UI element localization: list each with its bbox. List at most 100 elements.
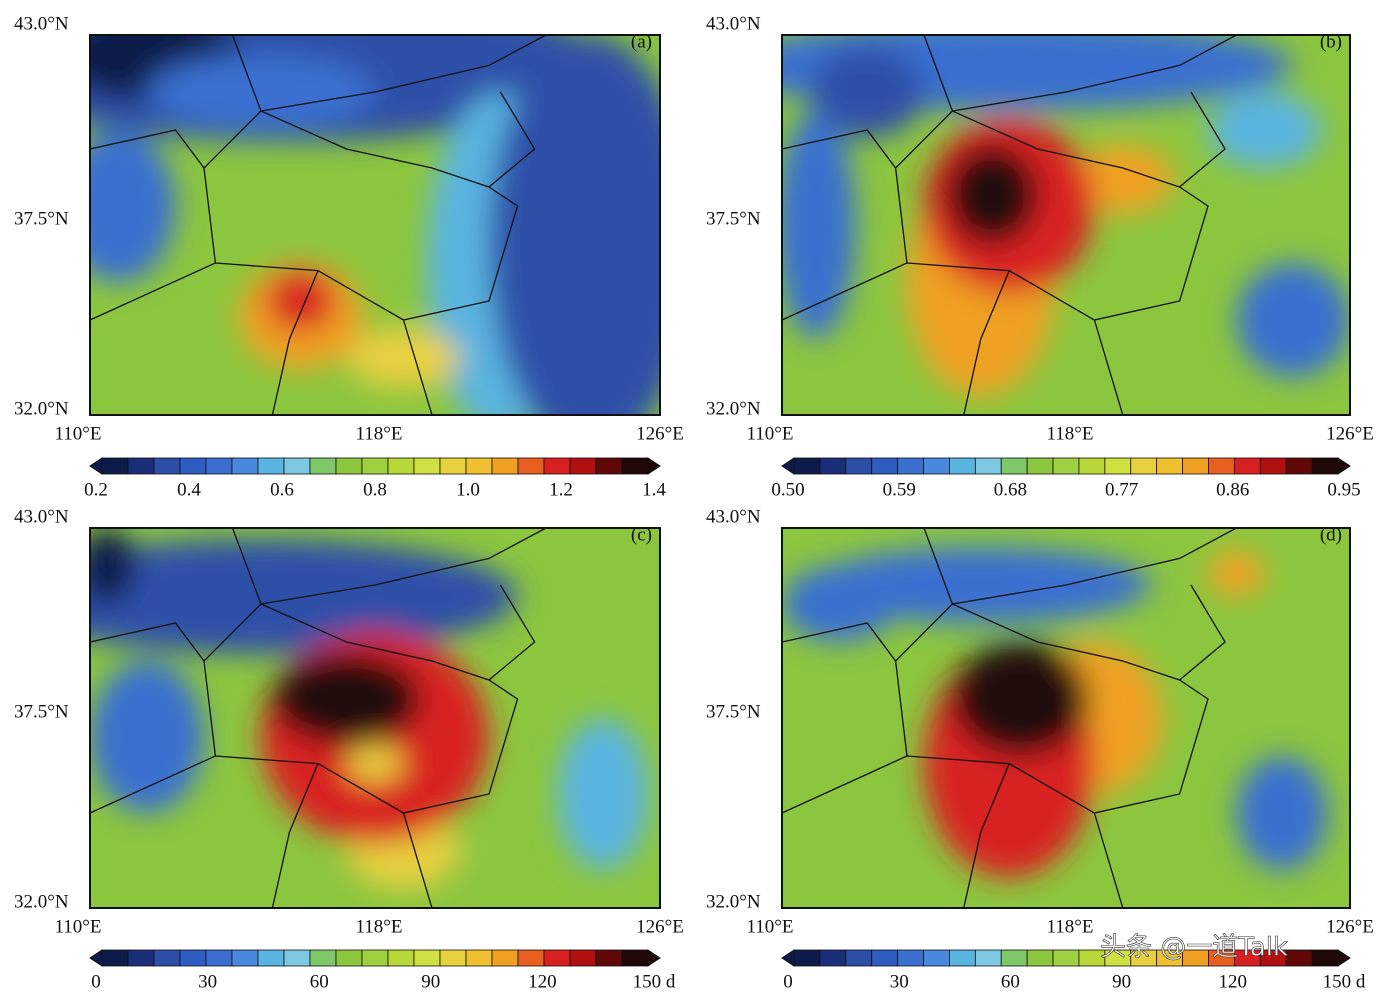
boundary [952,603,1180,681]
lat-label: 43.0°N [14,13,69,34]
colorbar-cell [309,457,337,475]
colorbar-cell [283,949,311,967]
colorbar-label: 0.86 [1216,479,1249,500]
colorbar-label: 150 d [1323,971,1366,992]
colorbar-cell [819,949,847,967]
boundary [260,528,547,605]
field-blob [782,111,856,339]
lon-label: 110°E [55,916,102,937]
colorbar-end [781,457,795,475]
colorbar-end [89,949,103,967]
lon-label: 126°E [636,916,684,937]
colorbar-cell [1078,457,1106,475]
colorbar-cell [871,457,899,475]
field-blob [557,718,649,870]
lon-label: 126°E [1326,423,1374,444]
colorbar-end [647,949,661,967]
colorbar-end [781,949,795,967]
field-blob [952,642,1089,756]
colorbar-cell [491,457,519,475]
colorbar-label: 30 [198,971,217,992]
boundary [963,763,1010,908]
frame [781,527,1351,909]
map-panel: (d) 43.0°N 37.5°N 32.0°N 110°E 118°E 126°E 0 30 6… [706,506,1374,992]
colorbar-label: 1.2 [549,479,573,500]
boundary [963,270,1010,415]
colorbar-cell [517,457,545,475]
lat-label: 43.0°N [706,506,761,527]
map-panel: (b) 43.0°N 37.5°N 32.0°N 110°E 118°E 126°E 0.50… [706,13,1374,500]
lon-label: 118°E [356,916,403,937]
lon-label: 126°E [636,423,684,444]
blobs [782,35,1350,396]
boundary [906,584,1226,814]
colorbar-cell [1259,457,1287,475]
lat-label: 37.5°N [14,208,69,229]
colorbar-label: 0.95 [1327,479,1360,500]
lat-label: 32.0°N [706,398,761,419]
colorbar-cell [1208,457,1235,475]
colorbar-cell [361,457,389,475]
colorbar-label: 120 [528,971,557,992]
colorbar-end [647,457,661,475]
lat-label: 32.0°N [14,891,69,912]
colorbar-cell [205,457,233,475]
colorbar-cell [335,457,363,475]
colorbar-cell [845,949,873,967]
lat-label: 43.0°N [14,506,69,527]
boundary [260,603,490,681]
field [90,35,660,415]
colorbar-cell [949,457,976,475]
frame [89,34,661,416]
colorbar-cell [793,949,821,967]
colorbar-cell [387,457,415,475]
field-blob [1208,92,1322,168]
lat-label: 37.5°N [706,701,761,722]
field [90,528,660,908]
colorbar-cell [101,457,129,475]
blobs [90,35,660,415]
colorbar-cell [413,457,441,475]
colorbar-cell [543,457,571,475]
lon-label: 110°E [55,423,102,444]
colorbar-cell [1156,457,1183,475]
boundary [402,812,433,908]
colorbar-cell [974,457,1002,475]
field-blob [272,653,421,745]
colorbar-cell [335,949,363,967]
field-blob [266,270,336,332]
colorbar-cell [1130,457,1158,475]
colorbar-label: 0.8 [363,479,387,500]
colorbar-cell [283,457,311,475]
field [782,35,1350,415]
lat-label: 37.5°N [14,701,69,722]
boundary [782,129,897,169]
colorbar-cell [1182,457,1209,475]
field-blob [346,327,461,389]
colorbar-cell [179,949,207,967]
colorbar-label: 0.77 [1105,479,1138,500]
lat-label: 43.0°N [706,13,761,34]
field-blob [489,35,660,415]
lon-label: 126°E [1326,916,1374,937]
colorbar-cell [361,949,389,967]
field-blob [147,54,375,130]
colorbar-cell [439,457,467,475]
colorbar-cell [439,949,467,967]
colorbar-cell [1026,457,1054,475]
colorbar-cell [793,457,821,475]
colorbar-cell [1285,949,1313,967]
colorbar-cell [491,949,519,967]
colorbar-cell [897,949,924,967]
panel-label: (b) [1320,31,1342,52]
boundary [952,528,1237,605]
colorbar-cell [923,949,950,967]
panel-label: (d) [1320,524,1342,545]
colorbar-label: 0.50 [771,479,804,500]
colorbar-cell [387,949,415,967]
colorbar-cell [231,949,259,967]
colorbar-cell [153,949,181,967]
colorbar-cell [257,949,285,967]
lon-label: 110°E [747,916,794,937]
boundary [260,110,490,188]
